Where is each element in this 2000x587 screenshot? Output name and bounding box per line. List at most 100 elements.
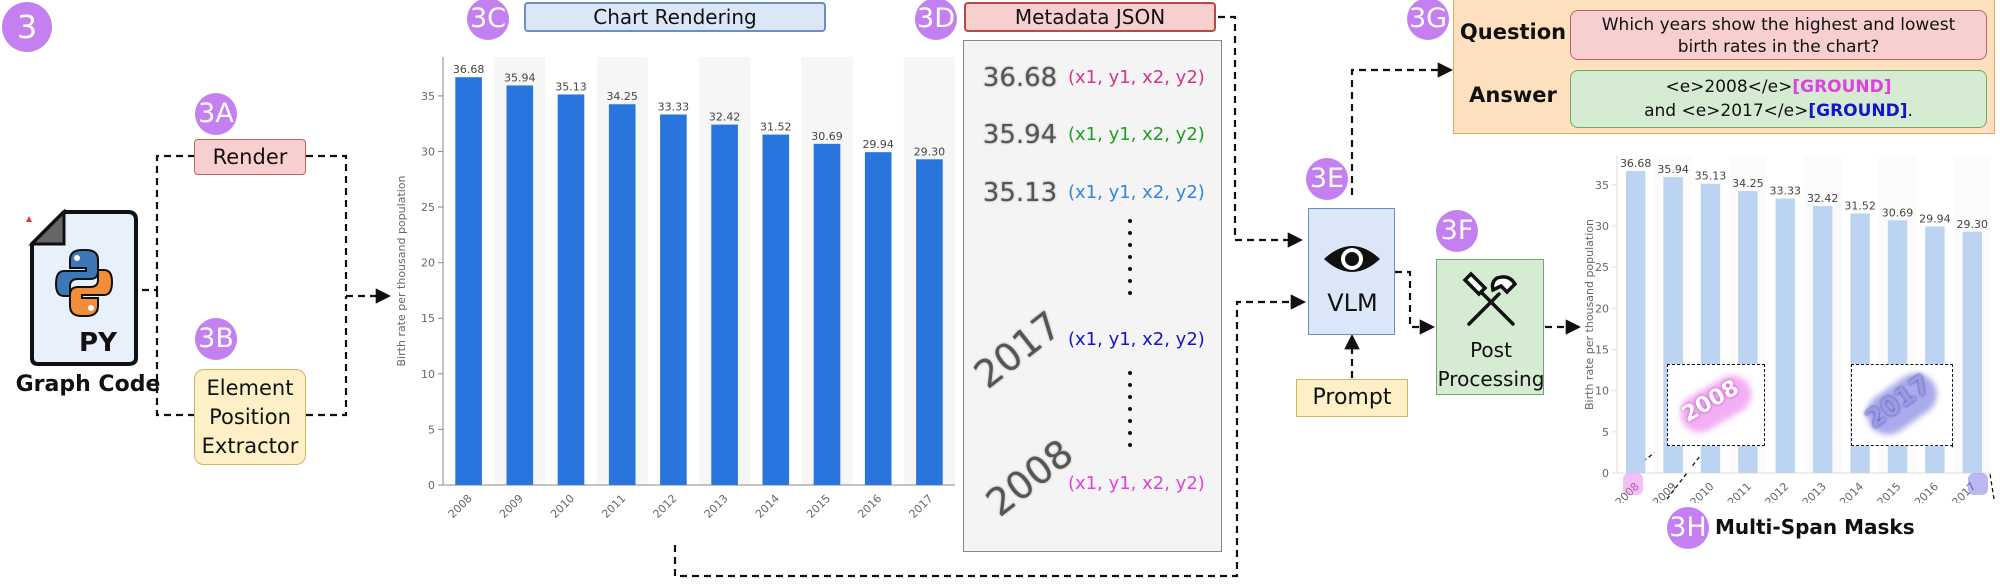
- tools-icon: [1462, 271, 1518, 326]
- bar-data-label: 30.69: [1882, 206, 1914, 219]
- ellipsis-dots: [1128, 219, 1132, 447]
- y-tick-label: 0: [428, 479, 435, 492]
- y-tick-label: 10: [1595, 385, 1609, 398]
- y-tick-label: 15: [1595, 343, 1609, 356]
- bar-data-label: 29.94: [1919, 212, 1951, 225]
- x-tick-label: 2015: [1875, 480, 1904, 503]
- answer-line-1-text: <e>2008</e>: [1665, 77, 1793, 97]
- bar-data-label: 36.68: [453, 63, 485, 76]
- x-tick-label: 2016: [855, 492, 884, 521]
- answer-line-1-tag: [GROUND]: [1792, 77, 1892, 97]
- answer-line-2-text: and <e>2017</e>: [1644, 101, 1809, 121]
- metadata-panel: [963, 40, 1222, 552]
- file-extension: PY: [79, 328, 117, 358]
- bar-data-label: 35.94: [1657, 163, 1689, 176]
- metadata-title: Metadata JSON: [1014, 5, 1166, 29]
- y-tick-label: 5: [1602, 426, 1609, 439]
- meta-coords-2: (x1, y1, x2, y2): [1068, 124, 1205, 145]
- x-tick-label: 2010: [548, 492, 577, 521]
- meta-value-1: 36.68: [982, 63, 1058, 93]
- bar-2017: [916, 159, 943, 485]
- meta-coords-3: (x1, y1, x2, y2): [1068, 182, 1205, 203]
- arrow-vlm-to-post: [1395, 270, 1436, 335]
- mask-bar-chart: 0 5 10 15 20 25 30 35 Birth rate per thousand po…: [1585, 156, 1991, 503]
- bar-data-label: 33.33: [1770, 185, 1802, 198]
- multi-span-masks-label: Multi-Span Masks: [1715, 515, 1915, 539]
- render-box: Render: [194, 139, 306, 175]
- bar-data-label: 29.30: [1957, 218, 1989, 231]
- bar-2013: [711, 124, 738, 486]
- x-tick-label: 2014: [753, 492, 782, 521]
- arrow-render-to-merge: [306, 154, 348, 296]
- graph-code: PY Graph Code: [16, 208, 160, 408]
- answer-line-2-end: .: [1907, 101, 1913, 121]
- bar-2008: [455, 77, 482, 485]
- bar-2014: [762, 134, 790, 486]
- stage-badge-3g: 3G: [1407, 0, 1449, 40]
- x-tick-label: 2009: [1650, 480, 1679, 503]
- bar-2009: [506, 85, 534, 485]
- render-label: Render: [212, 145, 288, 169]
- stage-badge-3a: 3A: [195, 93, 237, 135]
- arrow-chart-to-vlm: [673, 294, 1307, 578]
- y-tick-label: 30: [1595, 220, 1609, 233]
- prompt-label: Prompt: [1312, 385, 1392, 410]
- x-tick-label: 2011: [599, 492, 628, 521]
- meta-coords-1: (x1, y1, x2, y2): [1068, 67, 1205, 88]
- metadata-title-box: Metadata JSON: [964, 2, 1216, 32]
- vlm-box: VLM: [1308, 208, 1395, 335]
- x-tick-label: 2013: [1800, 480, 1829, 503]
- x-tick-label: 2012: [651, 492, 680, 521]
- bar-data-label: 33.33: [658, 100, 690, 113]
- y-tick-label: 30: [421, 145, 435, 158]
- chart-rendering-title: Chart Rendering: [593, 5, 757, 29]
- bar-2010: [557, 94, 585, 485]
- stage-badge-3c: 3C: [467, 0, 509, 40]
- sparkle-icon: [26, 216, 32, 222]
- y-tick-label: 20: [421, 257, 435, 270]
- x-tick-label: 2017: [907, 492, 936, 521]
- extractor-box: Element Position Extractor: [194, 369, 306, 465]
- bar-data-label: 30.69: [811, 130, 843, 143]
- y-axis-label: Birth rate per thousand population: [395, 175, 408, 366]
- x-tick-label: 2012: [1762, 480, 1791, 503]
- answer-box: <e>2008</e>[GROUND] and <e>2017</e>[GROU…: [1570, 70, 1987, 128]
- main-bar-chart: 0 5 10 15 20 25 30 35 Birth rate per thousand po…: [395, 57, 955, 521]
- y-axis-label: Birth rate per thousand population: [1585, 219, 1596, 410]
- y-tick-label: 35: [1595, 179, 1609, 192]
- eye-icon: [1324, 246, 1380, 272]
- bar-data-label: 29.94: [862, 138, 894, 151]
- stage-badge-3h: 3H: [1667, 507, 1709, 549]
- mask-highlight-2017: [1968, 473, 1988, 495]
- bar-2015: [813, 143, 841, 485]
- answer-line-2-tag: [GROUND]: [1808, 101, 1908, 121]
- bar-data-label: 35.13: [1695, 170, 1727, 183]
- arrow-code-to-extractor: [155, 290, 194, 417]
- arrow-meta-to-vlm: [1218, 15, 1304, 248]
- meta-coords-5: (x1, y1, x2, y2): [1068, 473, 1205, 494]
- bar-data-label: 36.68: [1620, 157, 1652, 170]
- bar-data-label: 34.25: [1732, 177, 1764, 190]
- question-box: Which years show the highest and lowest …: [1570, 10, 1987, 60]
- question-text: Which years show the highest and lowest …: [1601, 15, 1956, 57]
- mask-highlight-2008: [1623, 473, 1643, 495]
- bar-2013: [1812, 206, 1833, 474]
- post-label-line-2: Processing: [1437, 367, 1545, 391]
- y-tick-label: 10: [421, 368, 435, 381]
- graph-code-label: Graph Code: [15, 372, 161, 397]
- bar-2012: [660, 114, 687, 485]
- bar-2012: [1775, 198, 1796, 473]
- bar-data-label: 34.25: [606, 90, 638, 103]
- stage-badge-3f: 3F: [1436, 210, 1478, 252]
- stage-badge-3e: 3E: [1306, 158, 1348, 200]
- arrow-vlm-to-qa: [1350, 62, 1454, 195]
- bar-data-label: 35.94: [504, 71, 536, 84]
- vlm-label: VLM: [1327, 289, 1378, 317]
- post-processing-box: Post Processing: [1436, 259, 1544, 395]
- bar-data-label: 31.52: [760, 121, 792, 134]
- x-tick-label: 2010: [1688, 480, 1717, 503]
- python-file-icon: [26, 208, 138, 366]
- arrow-extractor-to-merge: [306, 296, 348, 417]
- bar-2017: [1962, 231, 1983, 473]
- bar-data-label: 29.30: [914, 145, 946, 158]
